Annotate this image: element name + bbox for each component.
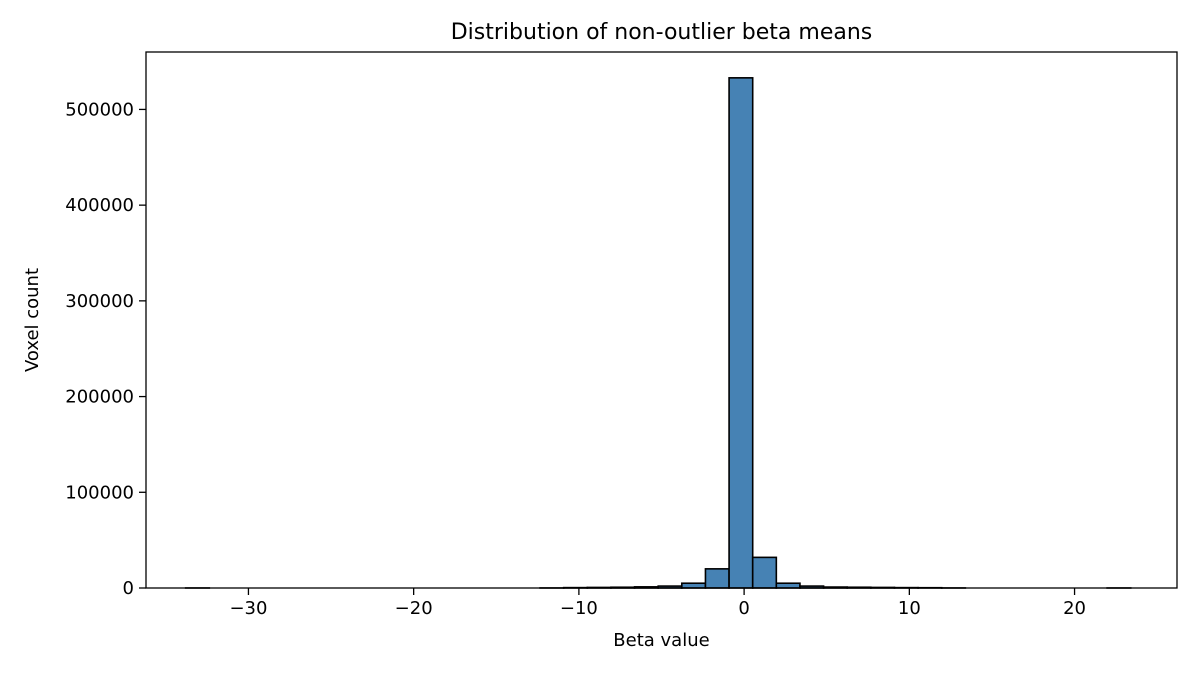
- histogram-bars: [184, 77, 1132, 589]
- histogram-bar: [728, 77, 754, 589]
- x-axis-ticks: −30 −20 −10 0 10 20: [229, 588, 1086, 619]
- x-tick-label: 20: [1063, 598, 1086, 619]
- histogram-bar: [681, 582, 707, 589]
- histogram-bar: [775, 582, 801, 589]
- y-tick-label: 0: [123, 578, 134, 599]
- y-tick-label: 300000: [65, 291, 134, 312]
- plot-frame: [145, 51, 1178, 589]
- x-axis-label: Beta value: [613, 630, 709, 651]
- x-tick-label: −30: [229, 598, 267, 619]
- x-tick-label: 0: [738, 598, 749, 619]
- y-tick-label: 100000: [65, 482, 134, 503]
- y-tick-label: 200000: [65, 387, 134, 408]
- y-tick-label: 400000: [65, 195, 134, 216]
- x-tick-label: −10: [560, 598, 598, 619]
- y-axis-label: Voxel count: [22, 268, 43, 372]
- x-tick-label: −20: [395, 598, 433, 619]
- x-tick-label: 10: [898, 598, 921, 619]
- y-tick-label: 500000: [65, 99, 134, 120]
- y-axis-ticks: 0 100000 200000 300000 400000 500000: [65, 99, 146, 599]
- histogram-bar: [704, 568, 730, 589]
- chart-title: Distribution of non-outlier beta means: [451, 20, 873, 45]
- histogram-bar: [751, 556, 778, 589]
